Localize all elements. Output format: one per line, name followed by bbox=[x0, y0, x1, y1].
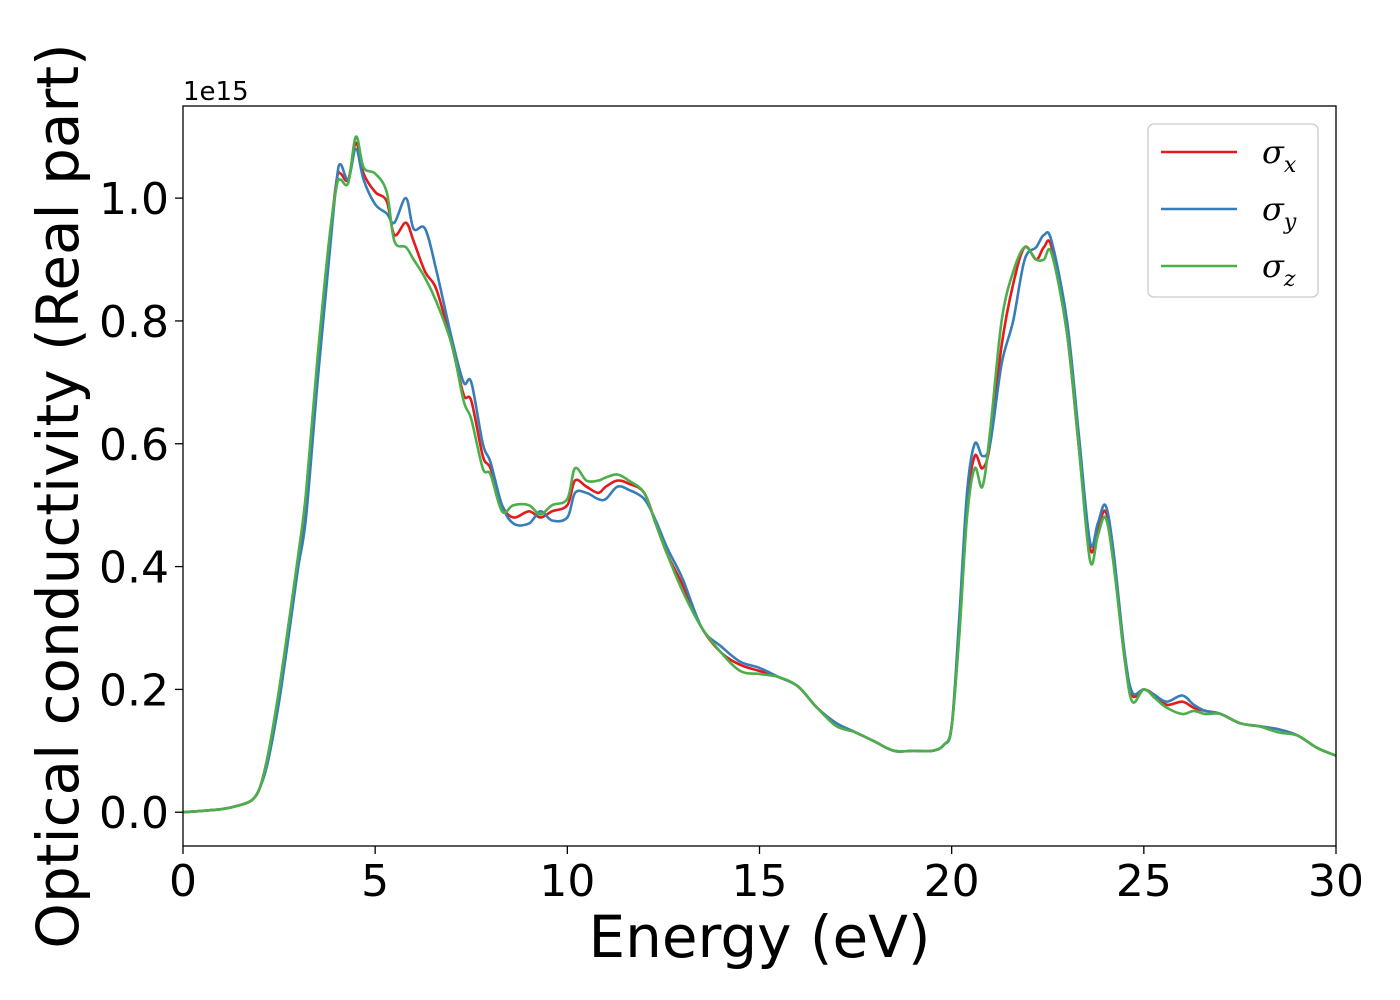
y-axis-offset-text: 1e15 bbox=[183, 77, 249, 107]
legend: σx σy σz bbox=[1147, 123, 1319, 298]
y-tick-label: 0.8 bbox=[99, 297, 169, 348]
x-tick-label: 5 bbox=[361, 856, 389, 907]
x-tick-label: 25 bbox=[1116, 856, 1172, 907]
y-axis-title: Optical conductivity (Real part) bbox=[24, 43, 92, 948]
y-tick-label: 0.0 bbox=[99, 788, 169, 839]
x-tick-label: 0 bbox=[169, 856, 197, 907]
y-tick-label: 0.2 bbox=[99, 665, 169, 716]
y-tick-label: 0.4 bbox=[99, 543, 169, 594]
x-tick-label: 10 bbox=[539, 856, 595, 907]
x-tick-label: 20 bbox=[924, 856, 980, 907]
y-tick-label: 0.6 bbox=[99, 420, 169, 471]
legend-label-y: σy bbox=[1262, 190, 1297, 235]
y-axis-ticks: 0.0 0.2 0.4 0.6 0.8 1.0 bbox=[99, 174, 183, 839]
x-tick-label: 15 bbox=[732, 856, 788, 907]
series-layer bbox=[183, 135, 1336, 814]
legend-box bbox=[1147, 123, 1319, 298]
legend-label-z: σz bbox=[1262, 247, 1296, 292]
series-line-z bbox=[183, 135, 1336, 814]
x-tick-label: 30 bbox=[1308, 856, 1364, 907]
x-axis-title: Energy (eV) bbox=[588, 903, 930, 971]
legend-label-x: σx bbox=[1262, 133, 1297, 178]
y-tick-label: 1.0 bbox=[99, 174, 169, 225]
x-axis-ticks: 0 5 10 15 20 25 30 bbox=[169, 846, 1364, 907]
